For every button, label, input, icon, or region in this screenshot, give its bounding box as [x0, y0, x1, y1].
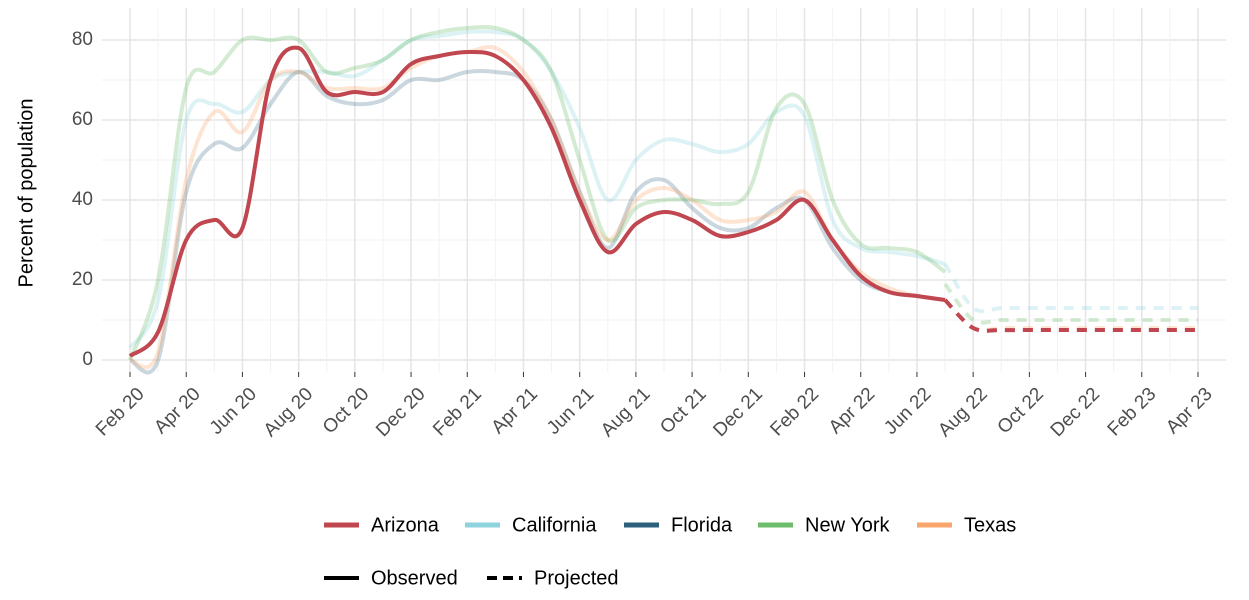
- y-axis-label: Percent of population: [15, 98, 37, 287]
- y-tick-label: 0: [82, 349, 93, 370]
- x-tick-label: Dec 22: [1047, 384, 1104, 441]
- x-tick-label: Aug 21: [597, 384, 654, 441]
- x-tick-label: Jun 21: [543, 384, 598, 439]
- legend: Arizona California Florida New York Texas Obs…: [324, 514, 1016, 589]
- series-line: [943, 298, 1198, 333]
- x-tick-label: Oct 20: [319, 384, 373, 438]
- series-line: [128, 45, 946, 358]
- series-line: [129, 45, 946, 370]
- x-tick-label: Feb 22: [766, 384, 823, 441]
- series-line: [943, 282, 1198, 325]
- grid: [102, 8, 1226, 372]
- x-tick-label: Feb 23: [1104, 384, 1161, 441]
- x-tick-label: Apr 22: [825, 384, 879, 438]
- x-tick-label: Feb 20: [92, 384, 149, 441]
- legend-label: New York: [805, 514, 890, 536]
- y-tick-label: 60: [72, 109, 93, 130]
- x-tick-label: Aug 22: [934, 384, 991, 441]
- y-tick-label: 80: [72, 29, 93, 50]
- x-tick-label: Dec 20: [372, 384, 429, 441]
- x-tick-label: Apr 20: [150, 384, 204, 438]
- series-line: [943, 298, 1198, 333]
- series-line: [943, 298, 1198, 333]
- x-tick-label: Apr 23: [1162, 384, 1216, 438]
- series-line: [943, 262, 1198, 314]
- x-tick-label: Oct 21: [656, 384, 710, 438]
- legend-label: California: [512, 514, 597, 536]
- y-tick-label: 40: [72, 189, 93, 210]
- legend-label: Texas: [964, 514, 1016, 536]
- legend-label: Projected: [534, 567, 619, 589]
- legend-label: Arizona: [371, 514, 440, 536]
- series-line: [128, 29, 946, 350]
- x-tick-label: Oct 22: [994, 384, 1048, 438]
- x-tick-label: Feb 21: [429, 384, 486, 441]
- x-tick-label: Apr 21: [488, 384, 542, 438]
- lines: [128, 24, 1198, 375]
- x-tick-label: Dec 21: [709, 384, 766, 441]
- legend-label: Florida: [671, 514, 733, 536]
- x-tick-label: Aug 20: [260, 384, 317, 441]
- series-line: [128, 24, 947, 361]
- x-tick-label: Jun 20: [206, 384, 261, 439]
- legend-label: Observed: [371, 567, 458, 589]
- x-tick-label: Jun 22: [880, 384, 935, 439]
- y-tick-label: 20: [72, 269, 93, 290]
